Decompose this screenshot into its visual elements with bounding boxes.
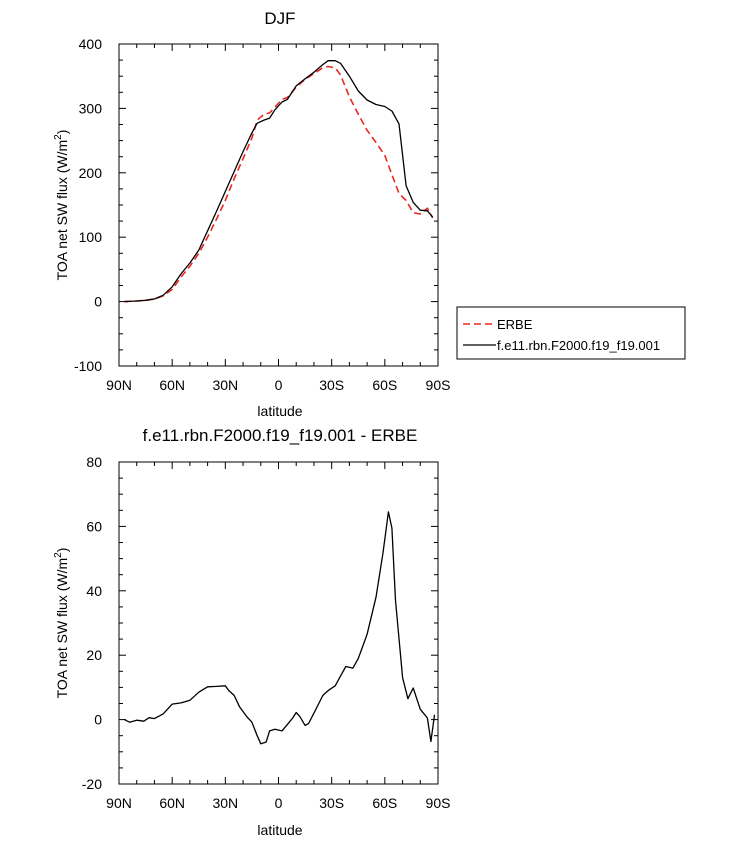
bottom-series-line-0: [124, 511, 436, 745]
legend-box: [456, 306, 686, 360]
top-x-tick-label: 90S: [426, 377, 451, 393]
top-series-line-1: [124, 60, 434, 303]
bottom-axis-ticks: 90N 60N 30N 0 30S 60S 90S -20 0 20 40 60 80: [82, 454, 451, 811]
bottom-plot-frame: [118, 461, 439, 785]
top-x-tick-label: 30N: [212, 377, 238, 393]
top-chart-title: DJF: [264, 9, 295, 28]
top-y-tick-label: 100: [79, 229, 103, 245]
top-y-tick-label: 200: [79, 165, 103, 181]
bottom-x-tick-label: 30S: [319, 795, 344, 811]
top-y-tick-label: 0: [94, 294, 102, 310]
top-x-tick-label: 60S: [372, 377, 397, 393]
top-y-tick-label: -100: [74, 358, 102, 374]
top-y-tick-label: 400: [79, 36, 103, 52]
bottom-panel: f.e11.rbn.F2000.f19_f19.001 - ERBE 90N 60…: [53, 426, 450, 838]
legend: ERBE f.e11.rbn.F2000.f19_f19.001: [456, 306, 686, 360]
top-plot-frame: [118, 43, 439, 367]
bottom-y-tick-label: 60: [86, 518, 102, 534]
bottom-y-tick-label: 80: [86, 454, 102, 470]
legend-model-label: f.e11.rbn.F2000.f19_f19.001: [497, 338, 660, 353]
bottom-series: [124, 511, 436, 745]
top-y-axis-label: TOA net SW flux (W/m2): [53, 130, 70, 281]
top-series-line-0: [124, 65, 434, 303]
top-x-axis-label: latitude: [257, 403, 302, 419]
top-panel: DJF 90N 60N 30N 0 30S 60S 90S -100 0 100 200 300 400…: [53, 9, 686, 419]
bottom-x-tick-label: 90N: [106, 795, 132, 811]
top-axis-ticks: 90N 60N 30N 0 30S 60S 90S -100 0 100 200 300 400: [74, 36, 450, 393]
bottom-y-axis-label: TOA net SW flux (W/m2): [53, 548, 70, 699]
bottom-chart-title: f.e11.rbn.F2000.f19_f19.001 - ERBE: [143, 426, 418, 445]
top-series: [124, 60, 434, 303]
bottom-x-tick-label: 30N: [212, 795, 238, 811]
bottom-x-axis-label: latitude: [257, 822, 302, 838]
bottom-y-tick-label: 20: [86, 647, 102, 663]
top-x-tick-label: 90N: [106, 377, 132, 393]
top-x-tick-label: 30S: [319, 377, 344, 393]
bottom-x-tick-label: 60N: [159, 795, 185, 811]
legend-erbe-label: ERBE: [497, 317, 533, 332]
top-x-tick-label: 0: [275, 377, 283, 393]
top-y-tick-label: 300: [79, 100, 103, 116]
top-x-tick-label: 60N: [159, 377, 185, 393]
bottom-x-tick-label: 0: [275, 795, 283, 811]
bottom-y-tick-label: 0: [94, 712, 102, 728]
bottom-x-tick-label: 90S: [426, 795, 451, 811]
bottom-x-tick-label: 60S: [372, 795, 397, 811]
bottom-y-tick-label: 40: [86, 583, 102, 599]
bottom-y-tick-label: -20: [82, 776, 102, 792]
